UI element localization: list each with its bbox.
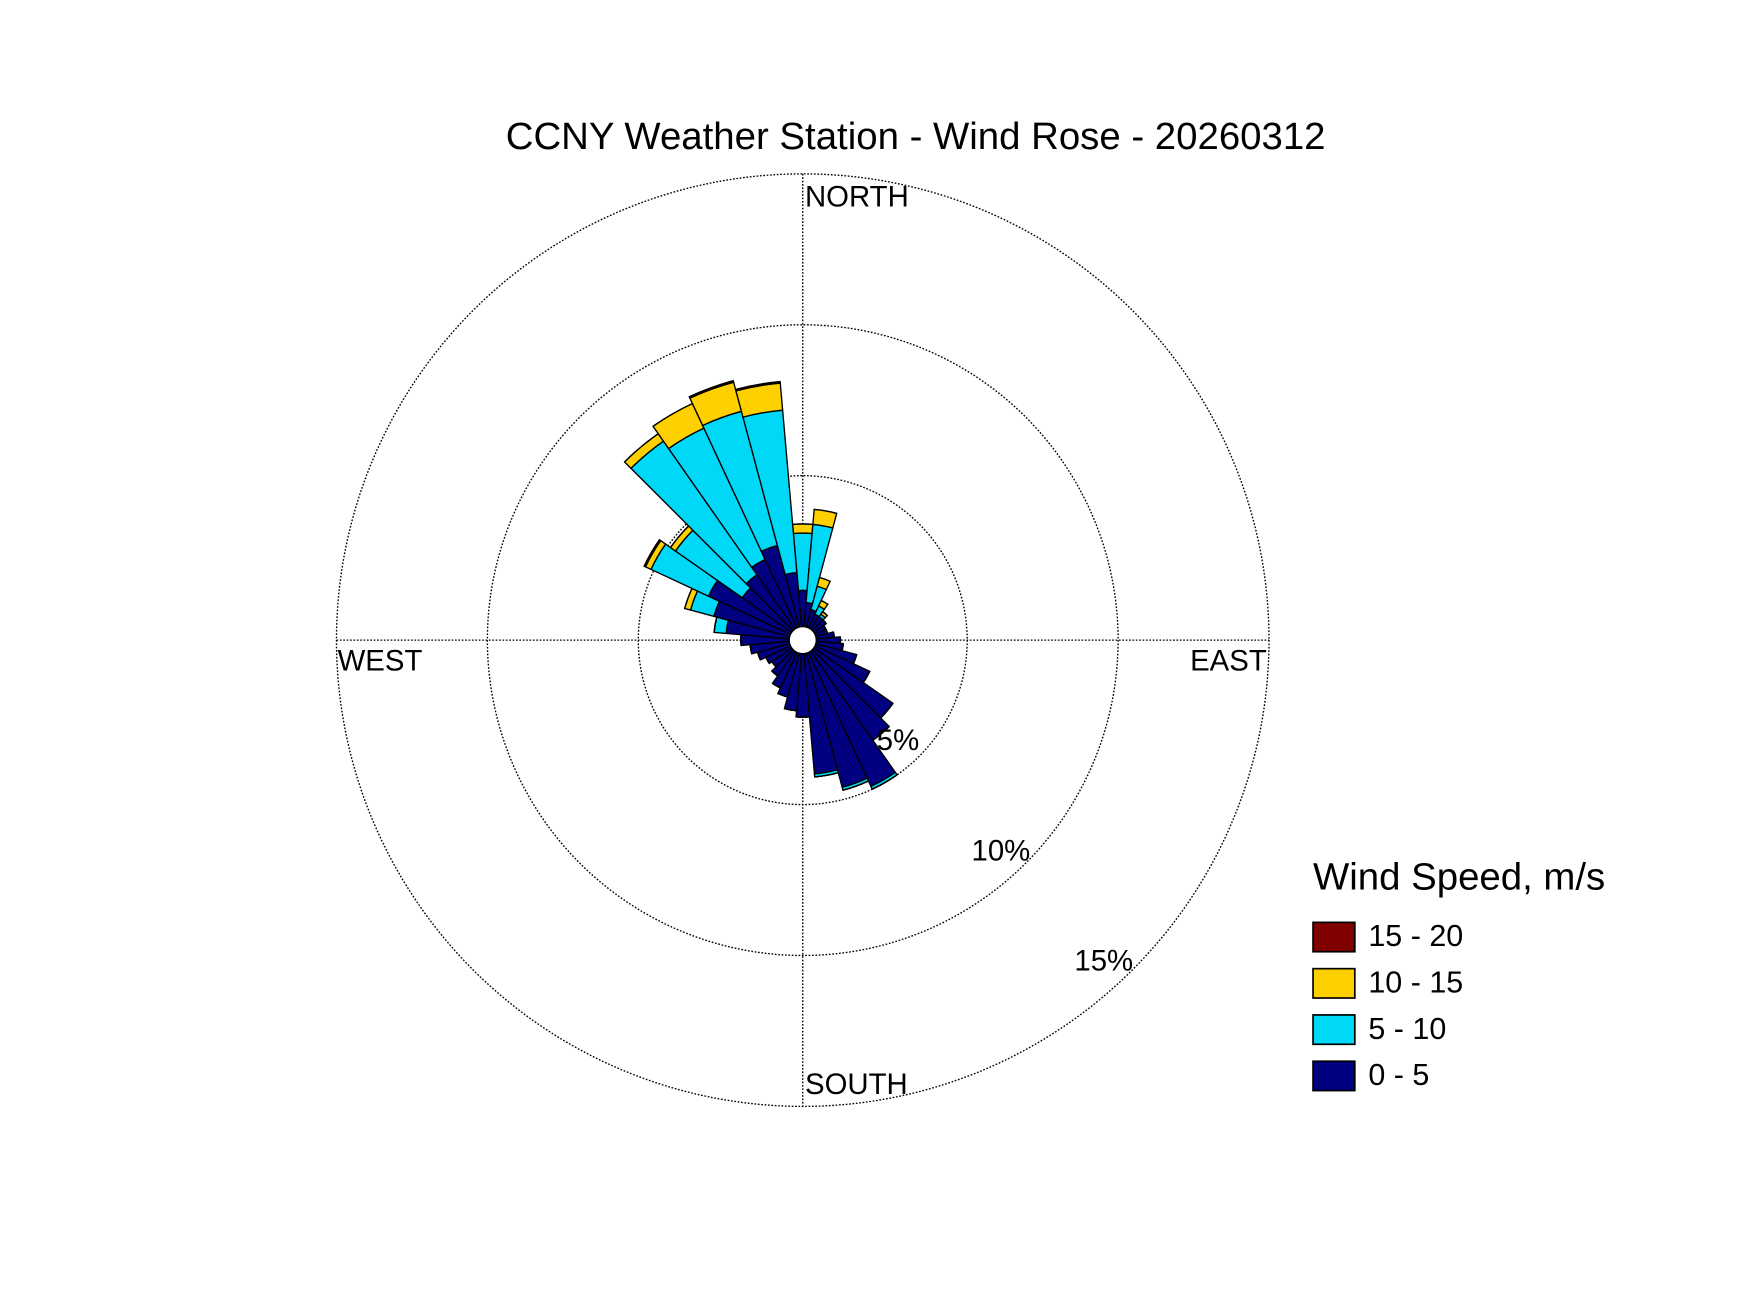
- center-hole: [788, 625, 817, 655]
- ring-label: 10%: [972, 834, 1031, 867]
- legend-label: 5 - 10: [1368, 1012, 1446, 1046]
- direction-label: SOUTH: [805, 1068, 908, 1101]
- direction-label: EAST: [1190, 644, 1267, 677]
- legend-swatch: [1312, 1014, 1356, 1046]
- legend-swatch: [1312, 967, 1356, 999]
- legend-label: 0 - 5: [1368, 1058, 1429, 1092]
- legend-title: Wind Speed, m/s: [1313, 856, 1605, 899]
- legend-label: 15 - 20: [1368, 919, 1463, 953]
- wedge-segment: [784, 707, 797, 712]
- grid-ring: [486, 324, 1119, 957]
- legend-swatch: [1312, 921, 1356, 953]
- wedge-segment: [814, 508, 837, 515]
- wedge-segment: [688, 379, 735, 399]
- ring-label: 15%: [1074, 945, 1133, 978]
- wedge-segment: [822, 611, 828, 617]
- chart-title: CCNY Weather Station - Wind Rose - 20260…: [506, 115, 1326, 158]
- direction-label: WEST: [338, 644, 423, 677]
- wedge-segment: [643, 538, 662, 568]
- wedge-segment: [791, 523, 814, 535]
- wedge-segment: [814, 772, 839, 778]
- wedge-segment: [777, 692, 788, 698]
- wedge-segment: [734, 380, 781, 392]
- wedge-segment: [771, 670, 779, 677]
- ring-label: 5%: [877, 724, 919, 757]
- legend-label: 10 - 15: [1368, 966, 1463, 1000]
- wedge-segment: [822, 619, 827, 625]
- wedge-segment: [842, 780, 869, 791]
- direction-label: NORTH: [805, 180, 909, 213]
- legend-swatch: [1312, 1060, 1356, 1092]
